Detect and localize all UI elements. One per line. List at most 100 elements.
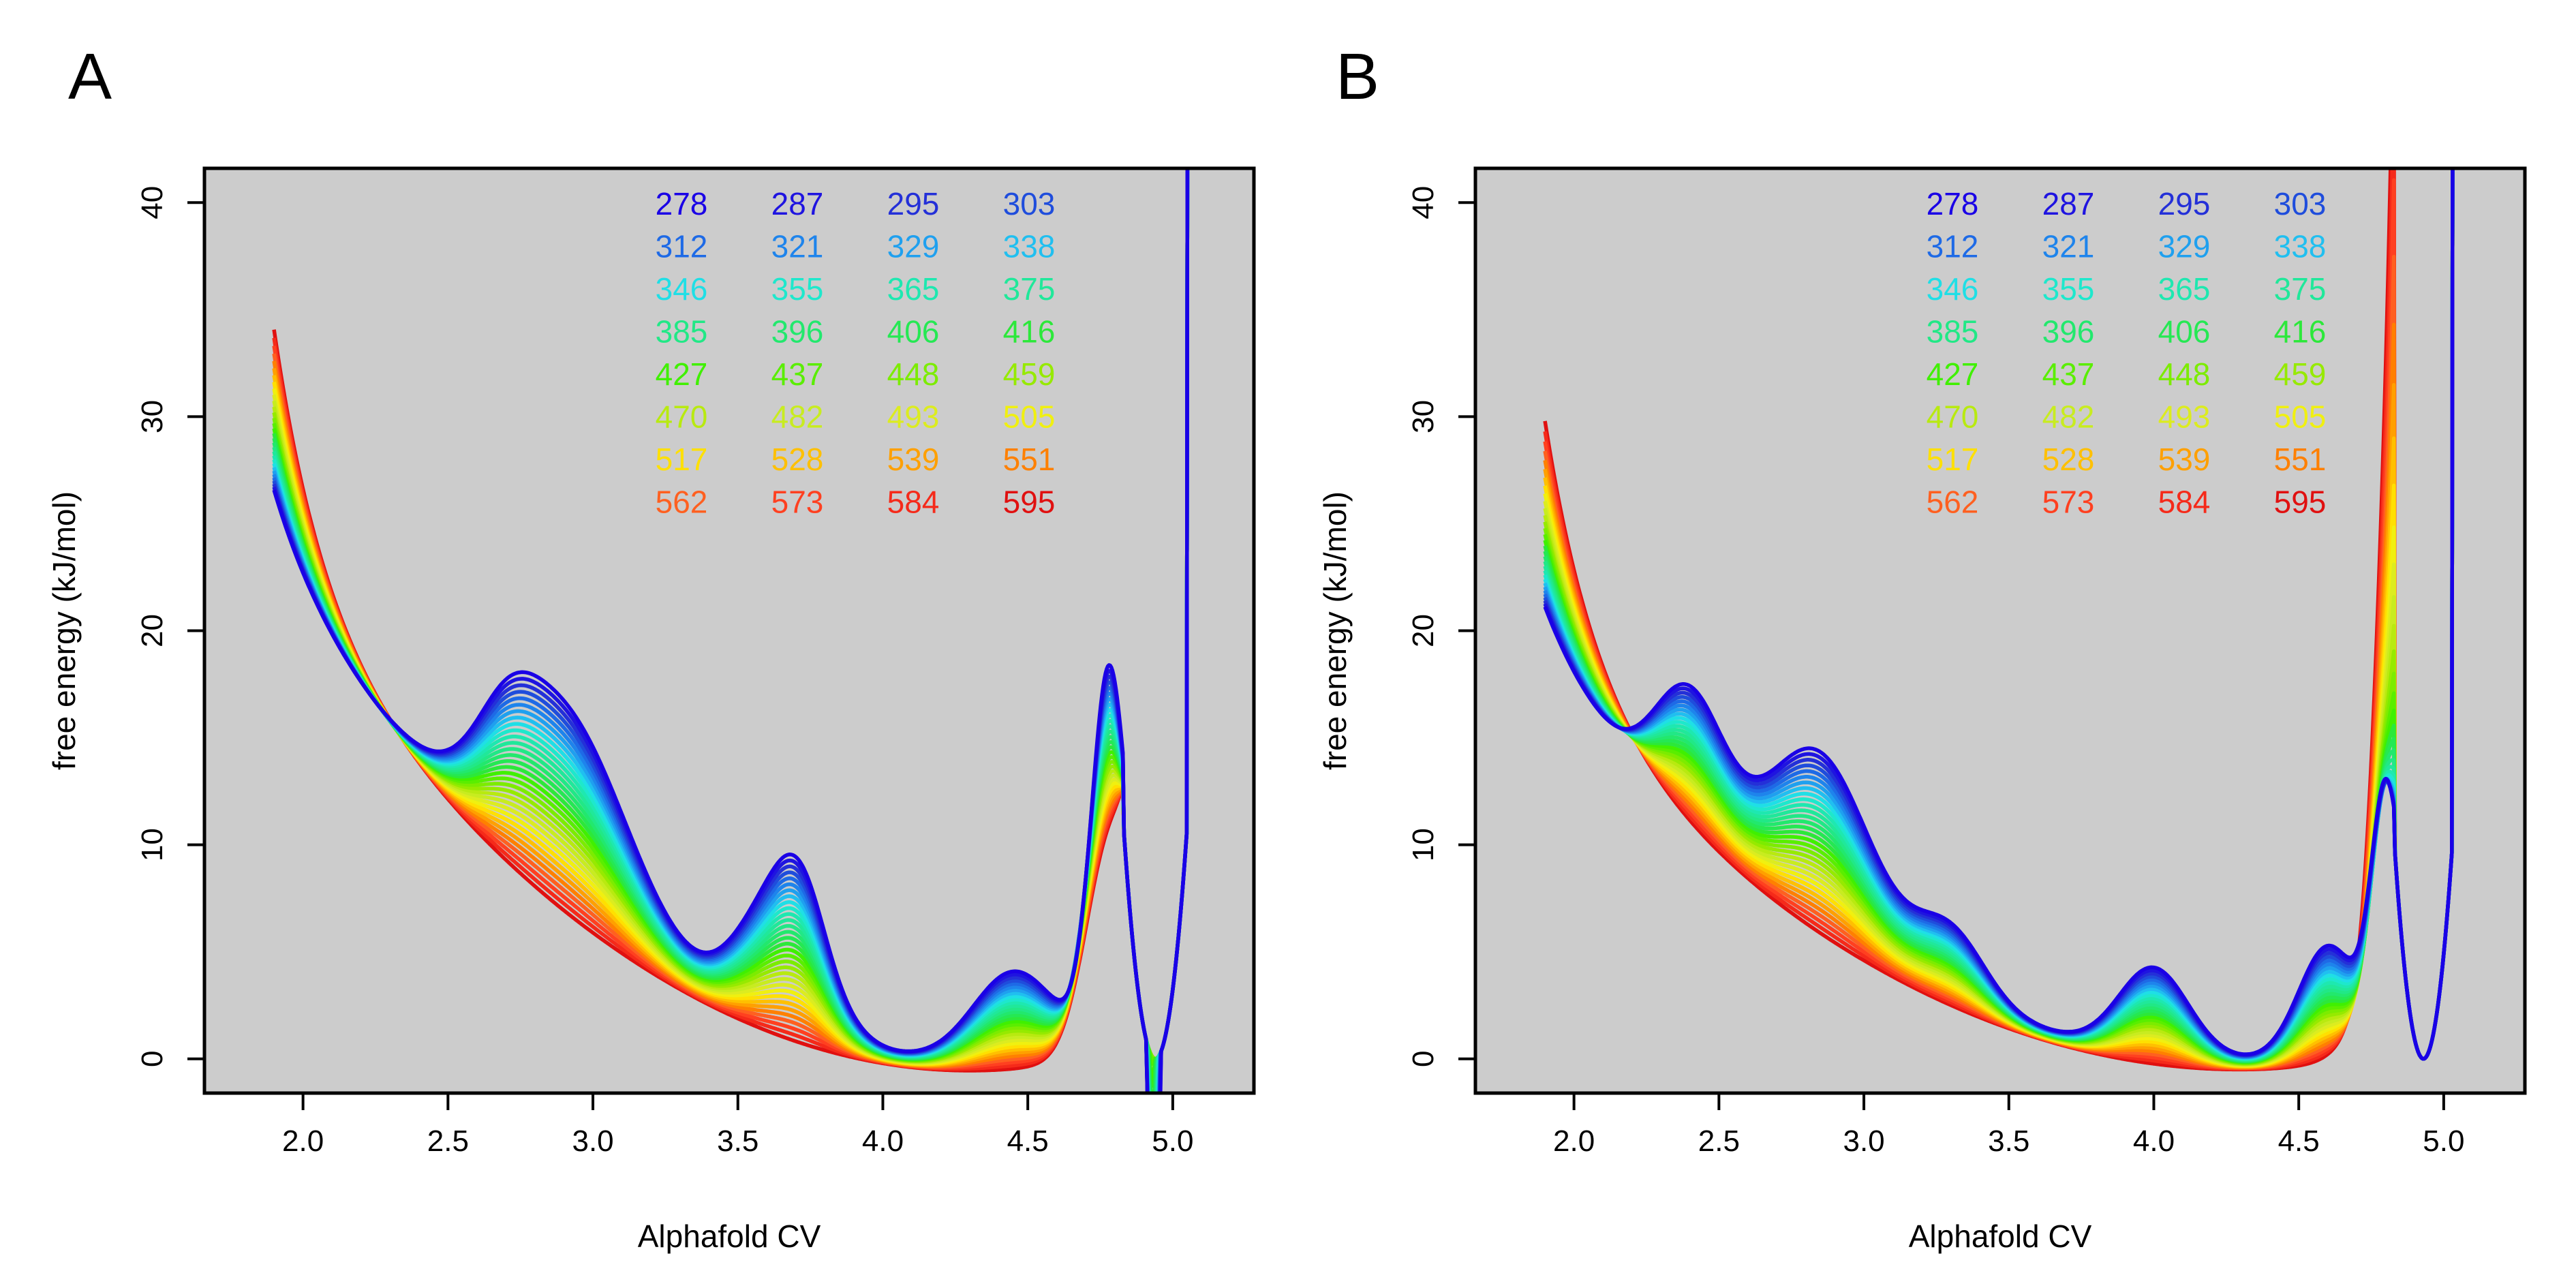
legend-entry-482: 482: [771, 399, 824, 435]
x-tick-label: 2.5: [1698, 1124, 1740, 1158]
legend-entry-312: 312: [1927, 229, 1979, 264]
legend-entry-365: 365: [887, 271, 940, 307]
legend-entry-427: 427: [1927, 356, 1979, 392]
legend-entry-493: 493: [887, 399, 940, 435]
y-tick-label: 0: [1407, 1050, 1440, 1067]
legend-entry-539: 539: [2158, 442, 2211, 477]
legend-entry-385: 385: [1927, 314, 1979, 350]
legend-entry-551: 551: [1003, 442, 1056, 477]
x-tick-label: 5.0: [2423, 1124, 2464, 1158]
legend-entry-287: 287: [2042, 186, 2095, 221]
legend-entry-493: 493: [2158, 399, 2211, 435]
legend-entry-416: 416: [1003, 314, 1056, 350]
legend-entry-312: 312: [656, 229, 708, 264]
legend-entry-329: 329: [2158, 229, 2211, 264]
y-axis-label: free energy (kJ/mol): [46, 491, 82, 770]
legend-entry-355: 355: [2042, 271, 2095, 307]
legend-entry-448: 448: [887, 356, 940, 392]
panel-label-b: B: [1336, 40, 1379, 113]
legend-entry-562: 562: [656, 485, 708, 520]
legend-entry-539: 539: [887, 442, 940, 477]
y-tick-label: 30: [1407, 400, 1440, 433]
x-axis-label: Alphafold CV: [1909, 1218, 2092, 1254]
legend-entry-459: 459: [1003, 356, 1056, 392]
x-tick-label: 2.0: [282, 1124, 324, 1158]
x-axis-label: Alphafold CV: [638, 1218, 821, 1254]
legend-entry-278: 278: [656, 186, 708, 221]
panel-b-chart: 2.0 2.5 3.0 3.5 4.0 4.5 5.0 0 10 20 30 40 Alphafold …: [1317, 166, 2527, 1254]
panel-a-chart: 2.0 2.5 3.0 3.5 4.0 4.5 5.0 0 10 20 30 40 Alphafold …: [46, 166, 1256, 1254]
legend-entry-528: 528: [2042, 442, 2095, 477]
legend-entry-584: 584: [887, 485, 940, 520]
x-tick-label: 2.5: [427, 1124, 469, 1158]
legend-entry-517: 517: [1927, 442, 1979, 477]
legend-entry-303: 303: [1003, 186, 1056, 221]
y-axis-label: free energy (kJ/mol): [1317, 491, 1353, 770]
series-line-278: [272, 168, 1190, 1093]
legend-entry-517: 517: [656, 442, 708, 477]
y-tick-label: 40: [136, 186, 169, 219]
legend-entry-406: 406: [2158, 314, 2211, 350]
legend-entry-375: 375: [1003, 271, 1056, 307]
curves-group: [272, 168, 1190, 1093]
x-tick-label: 4.5: [1007, 1124, 1049, 1158]
x-tick-label: 3.5: [1988, 1124, 2029, 1158]
legend-entry-375: 375: [2274, 271, 2327, 307]
curves-group: [1543, 168, 2455, 1072]
legend-entry-385: 385: [656, 314, 708, 350]
legend-entry-396: 396: [771, 314, 824, 350]
legend-entry-470: 470: [656, 399, 708, 435]
legend-entry-505: 505: [1003, 399, 1056, 435]
legend-entry-459: 459: [2274, 356, 2327, 392]
legend-entry-482: 482: [2042, 399, 2095, 435]
y-tick-label: 10: [1407, 828, 1440, 861]
legend-entry-448: 448: [2158, 356, 2211, 392]
legend-entry-295: 295: [887, 186, 940, 221]
legend-entry-338: 338: [1003, 229, 1056, 264]
legend-entry-338: 338: [2274, 229, 2327, 264]
legend-entry-295: 295: [2158, 186, 2211, 221]
legend-entry-584: 584: [2158, 485, 2211, 520]
panel-label-a: A: [68, 40, 112, 113]
y-tick-label: 0: [136, 1050, 169, 1067]
legend-entry-355: 355: [771, 271, 824, 307]
legend-entry-287: 287: [771, 186, 824, 221]
legend-entry-595: 595: [2274, 485, 2327, 520]
y-tick-label: 30: [136, 400, 169, 433]
legend-entry-278: 278: [1927, 186, 1979, 221]
legend-entry-365: 365: [2158, 271, 2211, 307]
legend-entry-595: 595: [1003, 485, 1056, 520]
x-tick-label: 5.0: [1152, 1124, 1193, 1158]
x-tick-label: 3.0: [572, 1124, 613, 1158]
x-tick-label: 4.0: [2133, 1124, 2175, 1158]
legend-entry-562: 562: [1927, 485, 1979, 520]
legend-entry-528: 528: [771, 442, 824, 477]
plot-background: [1475, 168, 2525, 1093]
legend-entry-346: 346: [1927, 271, 1979, 307]
legend-entry-427: 427: [656, 356, 708, 392]
y-tick-label: 40: [1407, 186, 1440, 219]
legend-entry-470: 470: [1927, 399, 1979, 435]
legend-entry-437: 437: [2042, 356, 2095, 392]
x-tick-label: 2.0: [1553, 1124, 1595, 1158]
y-tick-label: 10: [136, 828, 169, 861]
x-tick-label: 4.5: [2278, 1124, 2320, 1158]
legend-entry-346: 346: [656, 271, 708, 307]
legend-entry-573: 573: [771, 485, 824, 520]
legend-entry-329: 329: [887, 229, 940, 264]
legend-entry-551: 551: [2274, 442, 2327, 477]
x-tick-label: 4.0: [862, 1124, 904, 1158]
legend-entry-321: 321: [2042, 229, 2095, 264]
y-tick-label: 20: [1407, 614, 1440, 647]
y-tick-label: 20: [136, 614, 169, 647]
legend-entry-303: 303: [2274, 186, 2327, 221]
x-tick-label: 3.5: [717, 1124, 758, 1158]
series-line-278: [1543, 168, 2455, 1061]
legend-entry-437: 437: [771, 356, 824, 392]
legend-entry-321: 321: [771, 229, 824, 264]
legend-entry-573: 573: [2042, 485, 2095, 520]
legend-entry-396: 396: [2042, 314, 2095, 350]
legend-entry-406: 406: [887, 314, 940, 350]
x-tick-label: 3.0: [1843, 1124, 1884, 1158]
